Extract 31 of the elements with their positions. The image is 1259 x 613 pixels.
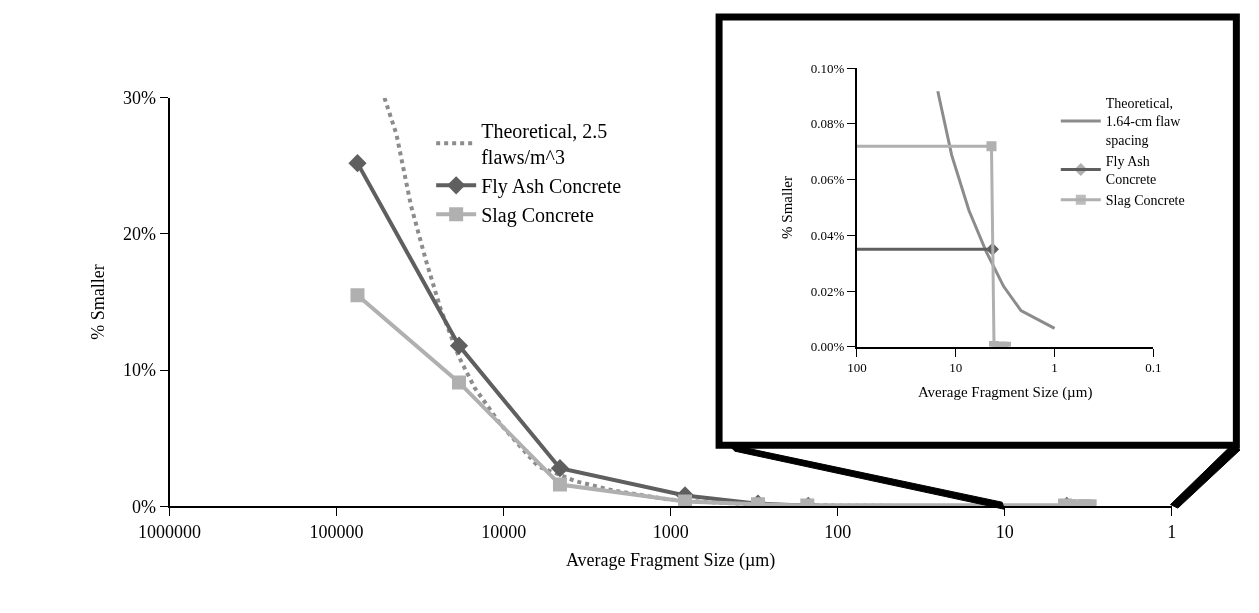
x-tick-label: 0.1 [1145, 360, 1162, 376]
y-tick-label: 0.00% [810, 339, 845, 355]
x-tick-label: 1000 [652, 521, 689, 542]
y-axis-title: % Smaller [87, 264, 108, 340]
x-tick-label: 10 [949, 360, 963, 376]
legend-label: Slag Concrete [481, 204, 595, 228]
y-tick-label: 0.02% [810, 283, 845, 299]
x-tick-label: 1 [1051, 360, 1058, 376]
x-tick-label: 10 [995, 521, 1014, 542]
x-axis-title: Average Fragment Size (µm) [565, 549, 776, 571]
y-tick-label: 10% [122, 360, 156, 381]
x-tick-label: 1000000 [138, 521, 202, 542]
y-tick-label: 20% [122, 224, 156, 245]
legend-label: Theoretical, 2.5 flaws/m^3 [481, 120, 608, 169]
legend-label: Fly Ash Concrete [481, 175, 622, 199]
y-tick-label: 30% [122, 88, 156, 109]
x-axis-title: Average Fragment Size (µm) [917, 383, 1093, 401]
y-tick-label: 0% [131, 496, 156, 517]
legend-label: Fly Ash Concrete [1105, 153, 1157, 187]
legend-label: Slag Concrete [1105, 193, 1185, 209]
x-tick-label: 10000 [481, 521, 527, 542]
x-tick-label: 100 [847, 360, 867, 376]
x-tick-label: 100 [824, 521, 852, 542]
y-tick-label: 0.06% [810, 172, 845, 188]
x-tick-label: 1 [1167, 521, 1177, 542]
x-tick-label: 100000 [309, 521, 364, 542]
y-tick-label: 0.10% [810, 60, 845, 76]
legend-label: Theoretical, 1.64-cm flaw spacing [1105, 96, 1182, 148]
y-tick-label: 0.04% [810, 227, 845, 243]
y-tick-label: 0.08% [810, 116, 845, 132]
y-axis-title: % Smaller [779, 176, 796, 239]
